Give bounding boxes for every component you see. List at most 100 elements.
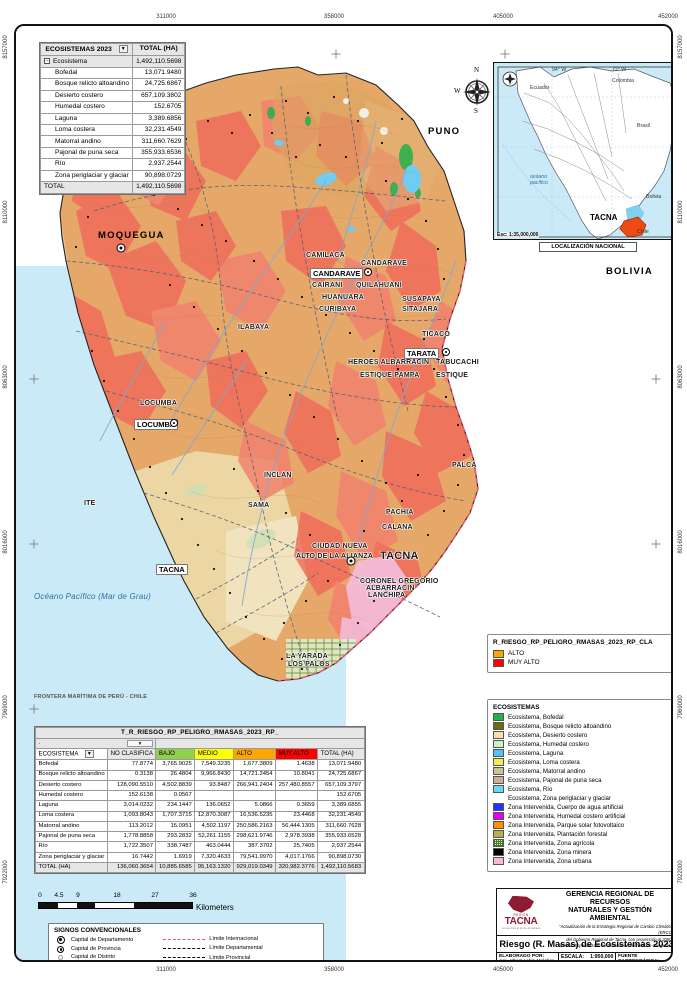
risk-cell-muy-alto: 10.8041 — [275, 769, 319, 781]
eco-value: 32,231.4549 — [132, 123, 186, 137]
risk-row-eco: Pajonal de puna seca — [34, 831, 109, 843]
legend-item[interactable]: ALTO — [493, 649, 671, 658]
legend-item[interactable]: Ecosistema, Humedal costero — [493, 740, 671, 748]
legend-item[interactable]: Ecosistema, Río — [493, 785, 671, 793]
legend-item[interactable]: Ecosistema, Loma costera — [493, 758, 671, 766]
risk-col-header-muy-alto[interactable]: MUY ALTO — [275, 748, 319, 761]
risk-cell-total: 355,933.6528 — [317, 831, 365, 843]
legend-item: Capital de Provincia — [54, 945, 133, 953]
risk-col-header-no-clasifica[interactable]: NO CLASIFICA — [107, 748, 157, 761]
legend-item[interactable]: Zona Intervenida, Parque solar fotovolta… — [493, 821, 671, 829]
table-row[interactable]: Zona periglaciar y glaciar 16.7442 1.691… — [34, 851, 365, 863]
eco-table-header-left[interactable]: ECOSISTEMAS 2023 ▼ — [39, 42, 134, 57]
table-row[interactable]: Río 1,722.3507 338.7487 463.0444 387.370… — [34, 841, 365, 853]
legend-label: Zona Intervenida, Zona urbana — [508, 857, 592, 865]
legend-swatch-loma-costera — [493, 758, 504, 766]
ecosystems-summary-table[interactable]: ECOSISTEMAS 2023 ▼ TOTAL (HA) – Ecosistem… — [39, 42, 187, 195]
table-row[interactable]: Laguna 3,389.6856 — [39, 112, 186, 126]
risk-cell-medio: 52,261.1155 — [194, 831, 235, 843]
legend-item[interactable]: Zona Intervenida, Zona urbana — [493, 857, 671, 865]
y-tick-label: 7969000 — [3, 695, 9, 719]
district-label: ITE — [84, 500, 96, 507]
legend-item[interactable]: Ecosistema, Bosque relicto altoandino — [493, 722, 671, 730]
risk-table-filter-row[interactable]: . ▼ — [34, 737, 157, 750]
scale-tick: 9 — [76, 892, 80, 899]
table-row[interactable]: Desierto costero 128,090.5510 4,502.8839… — [34, 779, 365, 792]
legend-item[interactable]: Zona Intervenida, Humedal costero artifi… — [493, 812, 671, 820]
risk-cell-total: 90,898.0730 — [317, 851, 365, 863]
table-row[interactable]: Loma costera 1,093.8043 1,707.3715 12,87… — [34, 810, 365, 822]
legend-swatch-rio — [493, 785, 504, 793]
table-row[interactable]: Bosque relicto altoandino 24,725.6867 — [39, 78, 186, 91]
risk-cell-no-clasifica: 1,722.3507 — [107, 841, 157, 853]
risk-col-header-bajo[interactable]: BAJO — [155, 748, 196, 761]
signos-label: Capital de Departamento — [71, 937, 134, 943]
legend-item[interactable]: Zona Intervenida, Zona minera — [493, 848, 671, 856]
table-row[interactable]: Bosque relicto altoandino 0.3138 26.4804… — [34, 769, 365, 781]
table-row[interactable]: Desierto costero 657,109.3802 — [39, 89, 186, 103]
risk-col-header-medio[interactable]: MEDIO — [194, 748, 235, 761]
risk-col-header-ecosistema[interactable]: ECOSISTEMA ▼ — [34, 748, 109, 761]
table-row[interactable]: Bofedal 77.8774 3,765.9025 7,549.3235 1,… — [34, 759, 365, 771]
inset-location-map[interactable]: Ecuador Colombia Brasil Bolivia Chile TA… — [493, 62, 671, 240]
collapse-icon[interactable]: – — [44, 57, 50, 64]
risk-matrix-table[interactable]: T_R_RIESGO_RP_PELIGRO_RMASAS_2023_RP_ . … — [34, 726, 366, 875]
eco-name: Laguna — [39, 112, 134, 126]
district-label: ALTO DE LA ALIANZA — [296, 553, 374, 560]
table-row[interactable]: Río 2,937.2544 — [39, 158, 186, 171]
scale-tick: 27 — [151, 892, 159, 899]
legend-label: Ecosistema, Río — [508, 785, 553, 793]
scale-tick: 18 — [113, 892, 121, 899]
risk-cell-total: 32,231.4549 — [317, 810, 365, 822]
legend-item[interactable]: Ecosistema, Desierto costero — [493, 731, 671, 739]
risk-cell-muy-alto: 257,480.8557 — [275, 779, 319, 792]
table-row[interactable]: Humedal costero 152.6705 — [39, 101, 186, 114]
legend-swatch-matorral-andino — [493, 767, 504, 775]
legend-item[interactable]: Ecosistema, Matorral andino — [493, 767, 671, 775]
y-tick-label: 8063000 — [3, 365, 9, 389]
eco-total-label: TOTAL — [39, 181, 134, 194]
risk-cell-alto: 5.0866 — [233, 800, 277, 812]
y-tick-label: 7969000 — [678, 695, 684, 719]
table-row[interactable]: Bofedal 13,071.9480 — [39, 66, 186, 80]
legend-swatch-cuerpo-agua-artificial — [493, 803, 504, 811]
legend-item[interactable]: Zona Intervenida, Plantación forestal — [493, 830, 671, 838]
project-line-1: "Actualización de la Estrategia Regional… — [559, 924, 671, 935]
legend-item[interactable]: Ecosistema, Zona periglaciar y glaciar — [493, 794, 671, 802]
table-row[interactable]: Loma costera 32,231.4549 — [39, 123, 186, 137]
risk-cell-medio — [194, 790, 235, 802]
inset-lon-tick-72w: 72° W — [612, 67, 627, 73]
table-row[interactable]: Matorral andino 113.2012 15.0951 4,502.1… — [34, 820, 365, 833]
table-row[interactable]: Matorral andino 311,660.7629 — [39, 135, 186, 148]
table-row[interactable]: Laguna 3,014.0232 234.1447 136.0652 5.08… — [34, 800, 365, 812]
table-row[interactable]: Humedal costero 152.6138 0.0567 152.6705 — [34, 790, 365, 802]
eco-table-group-row[interactable]: – Ecosistema 1,492,110.5698 — [39, 55, 186, 68]
risk-col-header-total[interactable]: TOTAL (HA) — [317, 748, 365, 761]
chevron-down-icon[interactable]: ▼ — [126, 739, 153, 747]
filter-icon[interactable]: ▼ — [84, 749, 94, 758]
filter-icon[interactable]: ▼ — [118, 45, 128, 54]
risk-cell-bajo: 1,707.3715 — [155, 810, 196, 822]
legend-item[interactable]: MUY ALTO — [493, 658, 671, 667]
legend-swatch-bofedal — [493, 713, 504, 721]
graticule-cross — [651, 374, 661, 384]
graticule-cross — [500, 49, 510, 59]
table-row[interactable]: Pajonal de puna seca 1,778.8858 293.2832… — [34, 831, 365, 843]
legend-item[interactable]: Ecosistema, Pajonal de puna seca — [493, 776, 671, 784]
capital-distrito-icon — [54, 954, 67, 960]
org-line-2: NATURALES Y GESTIÓN AMBIENTAL — [568, 905, 652, 922]
risk-cell-total: 311,660.7628 — [317, 820, 365, 833]
legend-item[interactable]: Zona Intervenida, Zona agrícola — [493, 839, 671, 847]
ocean-label: Océano Pacífico (Mar de Grau) — [34, 592, 151, 601]
eco-table-group-label[interactable]: – Ecosistema — [39, 55, 134, 68]
risk-col-header-alto[interactable]: ALTO — [233, 748, 277, 761]
legend-item[interactable]: Ecosistema, Bofedal — [493, 713, 671, 721]
legend-item[interactable]: Zona Intervenida, Cuerpo de agua artific… — [493, 803, 671, 811]
legend-item[interactable]: Ecosistema, Laguna — [493, 749, 671, 757]
table-row[interactable]: Pajonal de puna seca 355,933.6536 — [39, 146, 186, 160]
risk-cell-bajo: 1.6919 — [155, 851, 196, 863]
capital-label-locumba: LOCUMBA — [134, 419, 179, 430]
eco-value: 355,933.6536 — [132, 146, 186, 160]
map-canvas[interactable]: PUNO BOLIVIA MOQUEGUA Océano Pacífico (M… — [14, 24, 673, 962]
table-row[interactable]: Zona periglaciar y glaciar 90,898.0729 — [39, 169, 186, 183]
